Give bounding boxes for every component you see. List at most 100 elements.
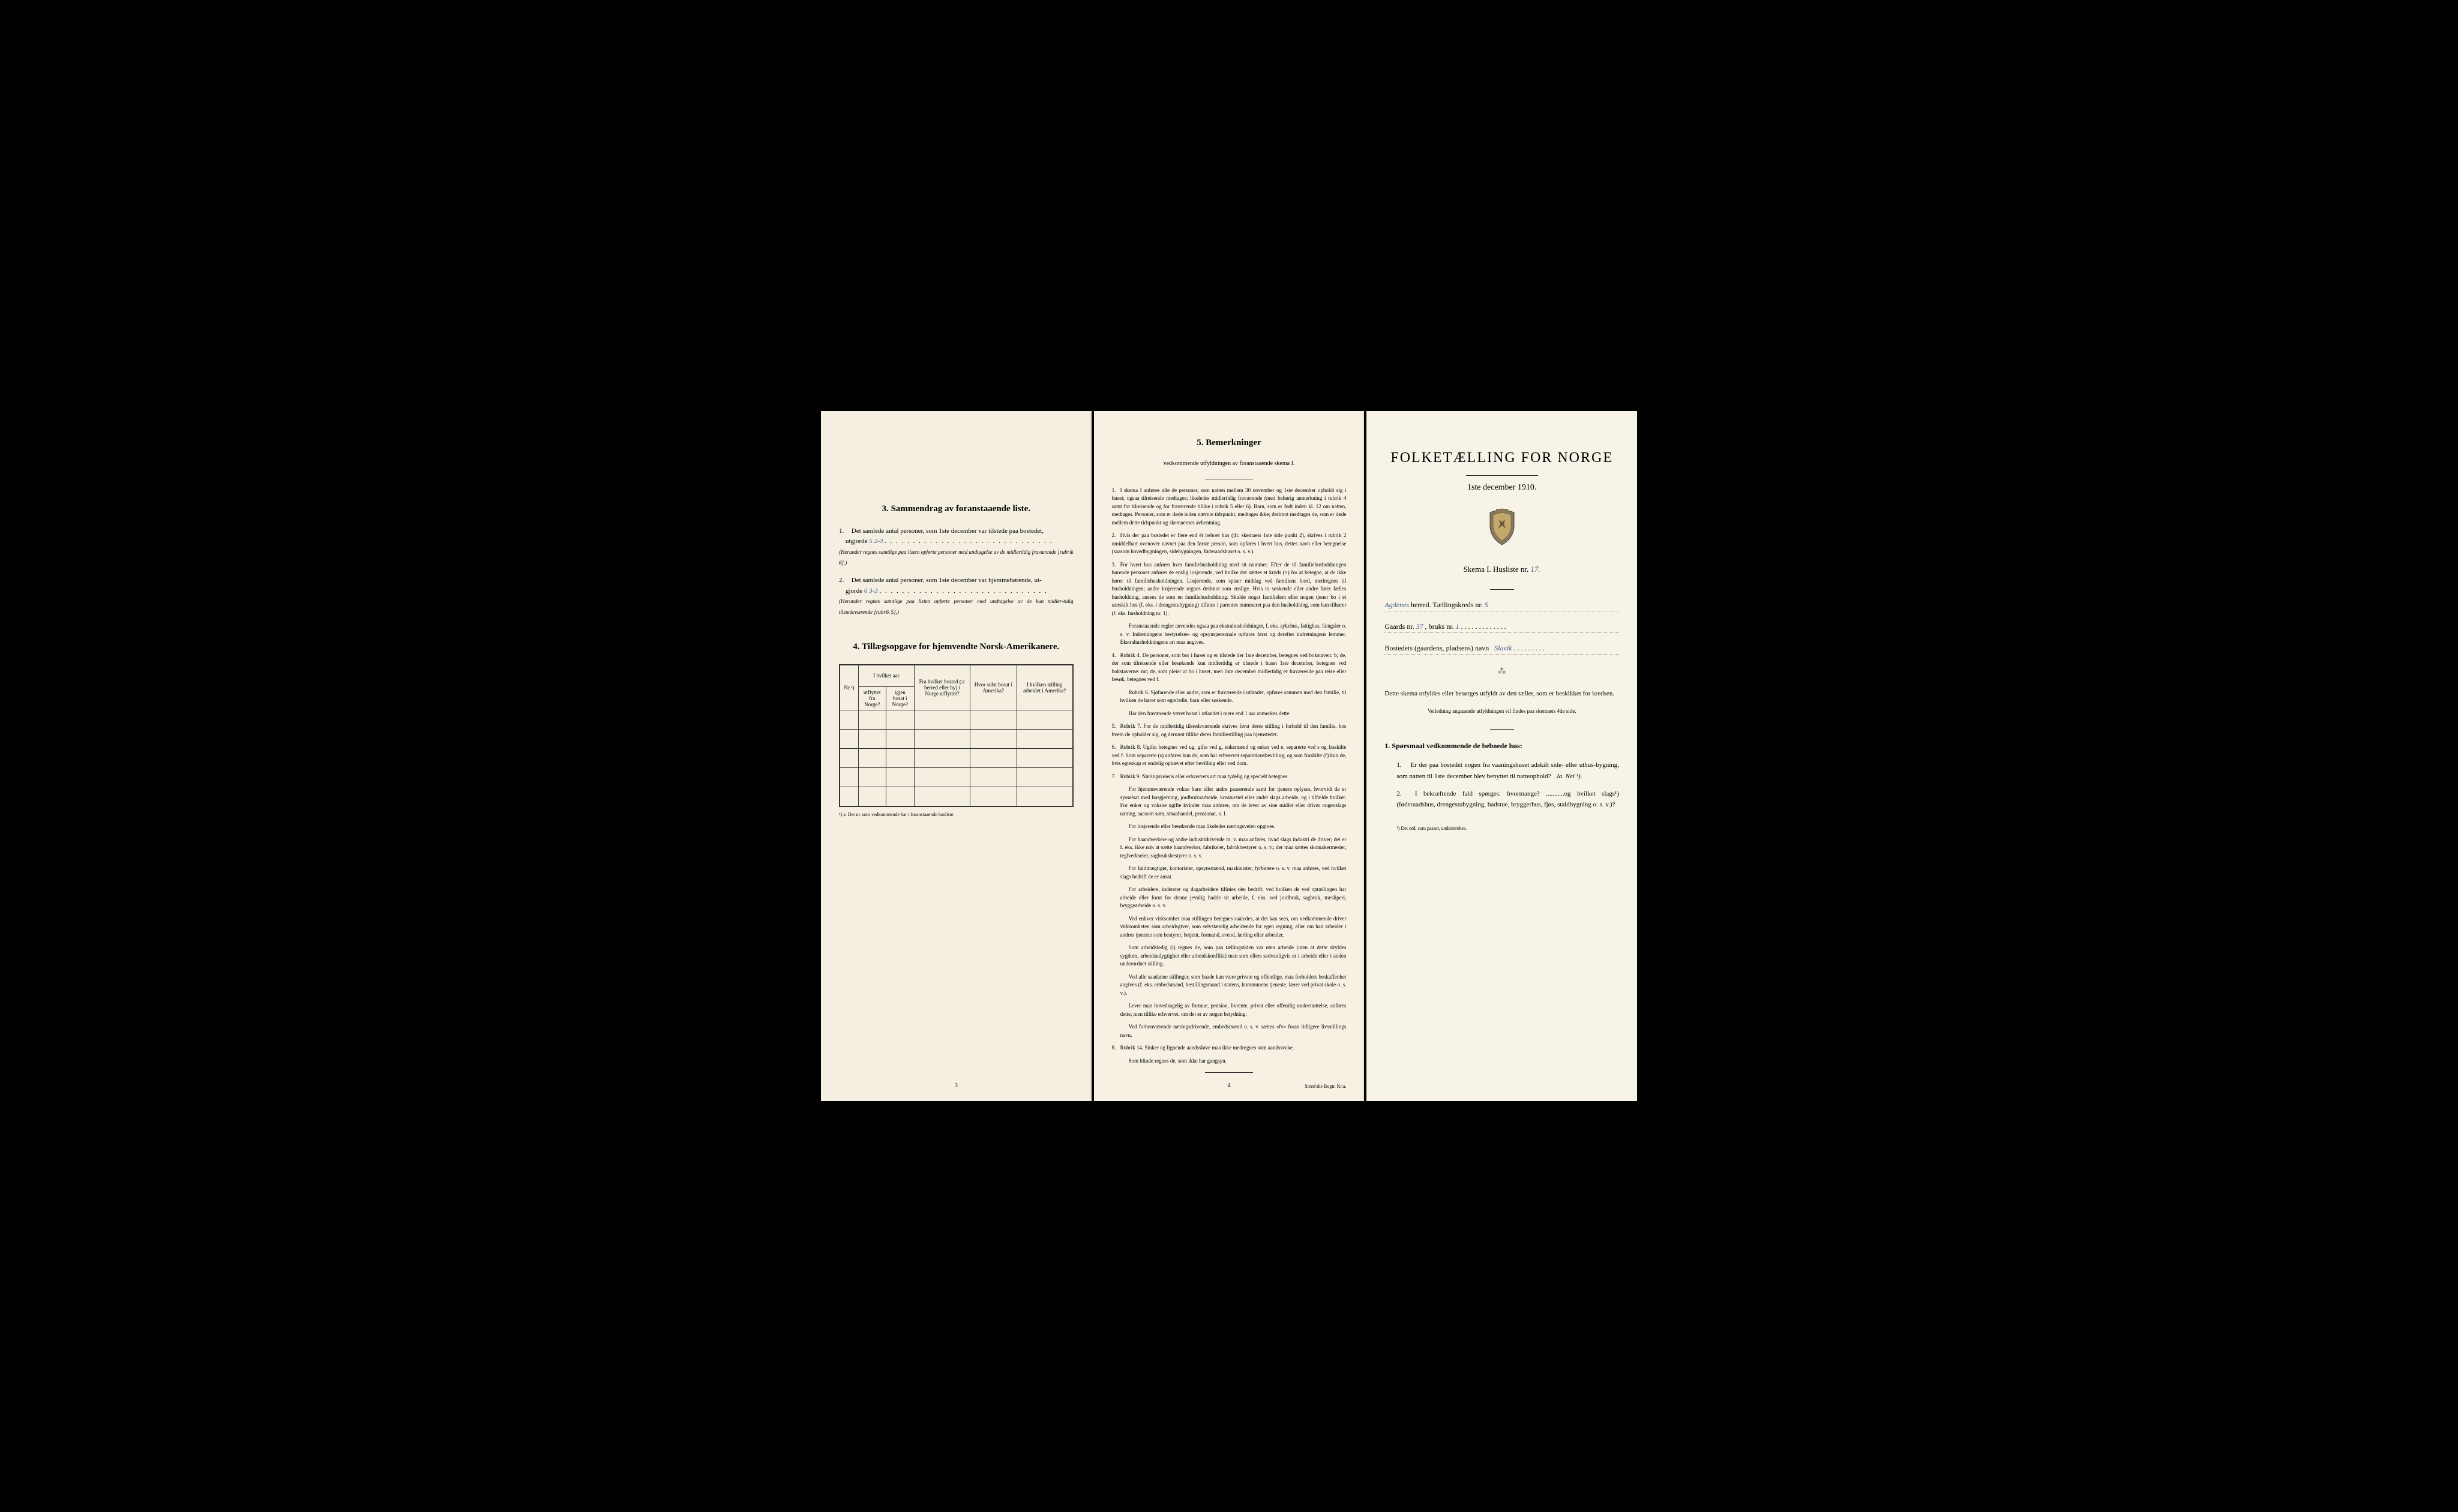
kreds-num: 5 [1485,601,1488,609]
q1-text: Er der paa bostedet nogen fra vaaningshu… [1396,761,1619,780]
ornament-icon: ⁂ [1384,667,1619,677]
norway-crest-icon [1384,508,1619,550]
remark-item: Har den fraværende været bosat i utlande… [1112,710,1347,718]
question-header-text: 1. Spørsmaal vedkommende de beboede hus: [1384,742,1522,750]
herred-label: herred. Tællingskreds nr. [1411,601,1483,609]
item-2: 2. Det samlede antal personer, som 1ste … [839,575,1074,617]
item-1-num: 1. [839,526,850,537]
th-utflyttet: utflyttet fra Norge? [859,686,886,710]
remark-text: I skema I anføres alle de personer, som … [1112,487,1347,526]
remark-item: Foranstaaende regler anvendes ogsaa paa … [1112,622,1347,647]
remark-item: For fuldmægtiger, kontorister, opsynsmæn… [1112,865,1347,881]
page-3: FOLKETÆLLING FOR NORGE 1ste december 191… [1366,411,1637,1102]
instr-divider [1490,729,1514,730]
q1-num: 1. [1396,760,1408,771]
remark-num: 7. [1112,773,1120,781]
skema-num: 17. [1531,565,1540,574]
skema-divider [1490,589,1514,590]
remark-text: Lever man hovedsagelig av formue, pensio… [1120,1003,1347,1017]
instruction-1: Dette skema utfyldes eller besørges utfy… [1384,689,1619,700]
instruction-2: Veiledning angaaende utfyldningen vil fi… [1384,708,1619,714]
remark-num: 5. [1112,722,1120,731]
item-1-handwritten: 5 2-3 [869,538,883,545]
bosted-line: Bostedets (gaardens, pladsens) navn Slav… [1384,644,1619,655]
remark-text: For hvert hus anføres hver familiehushol… [1112,562,1347,616]
remark-item: 7.Rubrik 9. Næringsveiens eller erhverve… [1112,773,1347,781]
question-1: 1. Er der paa bostedet nogen fra vaaning… [1396,760,1619,782]
remark-item: Ved enhver virksomhet maa stillingen bet… [1112,915,1347,940]
remark-text: Rubrik 14. Sinker og lignende aandssløve… [1120,1045,1294,1051]
skema-line: Skema I. Husliste nr. 17. [1384,565,1619,574]
gaards-num: 37 [1416,622,1423,631]
bruks-label: , bruks nr. [1425,622,1454,631]
remark-text: Hvis der paa bostedet er flere end ét be… [1112,532,1347,554]
remark-item: 5.Rubrik 7. For de midlertidig tilstedev… [1112,722,1347,739]
remark-text: For arbeidere, inderster og dagarbeidere… [1120,886,1347,908]
gaards-line: Gaards nr. 37 , bruks nr. 1 . . . . . . … [1384,622,1619,633]
remark-text: Foranstaaende regler anvendes ogsaa paa … [1120,623,1347,645]
page-1: 3. Sammendrag av foranstaaende liste. 1.… [821,411,1092,1102]
amerikaner-table: Nr.¹) I hvilket aar Fra hvilket bosted (… [840,665,1073,806]
table-row [840,710,1073,729]
dots-2: . . . . . . . . . . . . . . . . . . . . … [880,587,1048,595]
remark-item: Rubrik 6. Sjøfarende eller andre, som er… [1112,689,1347,705]
th-bosat: igjen bosat i Norge? [886,686,914,710]
table-container: Nr.¹) I hvilket aar Fra hvilket bosted (… [839,664,1074,807]
divider-bottom [1205,1072,1253,1073]
table-row [840,787,1073,806]
remark-item: Som blinde regnes de, som ikke har gangs… [1112,1057,1347,1066]
remark-text: Rubrik 6. Sjøfarende eller andre, som er… [1120,689,1347,704]
item-1-line2: utgjorde [846,538,868,545]
subtitle: 1ste december 1910. [1384,483,1619,493]
bosted-value: Slavik [1494,644,1512,652]
gaards-label: Gaards nr. [1384,622,1414,631]
remark-text: Som blinde regnes de, som ikke har gangs… [1129,1058,1227,1064]
table-row [840,748,1073,767]
section-3-title: 3. Sammendrag av foranstaaende liste. [839,504,1074,514]
q2-num: 2. [1396,788,1408,800]
bosted-label: Bostedets (gaardens, pladsens) navn [1384,644,1489,652]
remark-num: 2. [1112,532,1120,540]
herred-value: Agdenes [1384,601,1409,609]
item-1: 1. Det samlede antal personer, som 1ste … [839,526,1074,568]
q1-options: Ja. Nei ¹). [1556,773,1582,780]
remark-text: For losjerende eller besøkende maa likel… [1129,823,1275,829]
printer-credit: Steen'ske Bogtr. Kr.a. [1305,1084,1346,1089]
section-5-title: 5. Bemerkninger [1112,438,1347,448]
section-5-subtitle: vedkommende utfyldningen av foranstaaend… [1112,460,1347,467]
item-2-handwritten: 6 3-3 [864,587,878,595]
table-row [840,767,1073,787]
dots: . . . . . . . . . [1514,644,1545,652]
th-nr: Nr.¹) [840,665,859,710]
remark-item: 2.Hvis der paa bostedet er flere end ét … [1112,532,1347,556]
q2-text: I bekræftende fald spørges: hvormange? .… [1396,790,1619,809]
remark-item: 4.Rubrik 4. De personer, som bor i huset… [1112,652,1347,684]
section-4-title: 4. Tillægsopgave for hjemvendte Norsk-Am… [839,642,1074,652]
document-container: 3. Sammendrag av foranstaaende liste. 1.… [809,387,1649,1126]
remark-item: 3.For hvert hus anføres hver familiehush… [1112,561,1347,618]
remark-text: Har den fraværende været bosat i utlande… [1129,710,1291,716]
herred-line: Agdenes herred. Tællingskreds nr. 5 [1384,601,1619,611]
remark-num: 1. [1112,487,1120,495]
item-2-line2: gjorde [846,587,862,595]
table-footnote: ¹) ɔ: Det nr. som vedkommende har i fora… [839,812,1074,817]
question-header: 1. Spørsmaal vedkommende de beboede hus: [1384,742,1619,751]
remark-num: 8. [1112,1044,1120,1052]
main-title: FOLKETÆLLING FOR NORGE [1384,450,1619,466]
item-2-num: 2. [839,575,850,586]
remark-item: For arbeidere, inderster og dagarbeidere… [1112,886,1347,910]
remark-text: Som arbeidsledig (l) regnes de, som paa … [1120,944,1347,967]
remark-text: Rubrik 9. Næringsveiens eller erhvervets… [1120,773,1289,779]
remark-item: Som arbeidsledig (l) regnes de, som paa … [1112,944,1347,968]
remark-text: Ved enhver virksomhet maa stillingen bet… [1120,916,1347,938]
remark-text: Rubrik 7. For de midlertidig tilstedevær… [1112,723,1347,737]
th-stilling: I hvilken stilling arbeidet i Amerika? [1017,665,1072,710]
page-2: 5. Bemerkninger vedkommende utfyldningen… [1094,411,1365,1102]
item-2-note: (Herunder regnes samtlige paa listen opf… [839,598,1074,615]
page-number-1: 3 [955,1082,958,1089]
table-row [840,729,1073,748]
dots: . . . . . . . . . . . . . . . . . . . . … [885,538,1053,545]
dots: . . . . . . . . . . . . . [1461,622,1506,631]
remark-text: For haandverkere og andre industridriven… [1120,836,1347,859]
item-2-text: Det samlede antal personer, som 1ste dec… [852,577,1042,584]
